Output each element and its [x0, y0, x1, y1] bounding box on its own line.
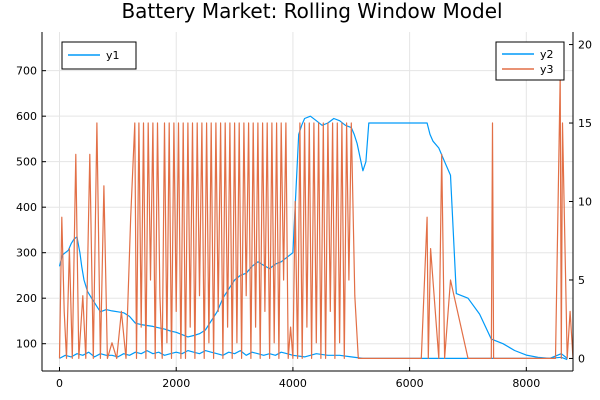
legend-label-y3: y3 [540, 63, 554, 76]
y-left-tick-label: 700 [16, 65, 37, 78]
grid [42, 32, 573, 371]
x-tick-label: 6000 [396, 377, 424, 390]
y-right-tick-label: 20 [578, 39, 592, 52]
legend-label-y1: y1 [106, 49, 120, 62]
y-right-tick-label: 5 [578, 274, 585, 287]
y-left-tick-label: 100 [16, 338, 37, 351]
legend-left: y1 [61, 41, 137, 70]
series-layer [58, 75, 573, 361]
plot-area [58, 75, 573, 361]
legend-label-y2: y2 [540, 48, 554, 61]
chart-title: Battery Market: Rolling Window Model [121, 0, 502, 23]
legend-box-right [495, 41, 565, 81]
y-left-tick-label: 600 [16, 110, 37, 123]
y-right-tick-label: 15 [578, 117, 592, 130]
x-tick-label: 0 [56, 377, 63, 390]
x-tick-label: 8000 [512, 377, 540, 390]
x-tick-label: 2000 [162, 377, 190, 390]
y-left-tick-label: 200 [16, 292, 37, 305]
series-line-y3 [58, 75, 573, 359]
y-left-tick-label: 400 [16, 201, 37, 214]
y-left-tick-label: 500 [16, 156, 37, 169]
x-tick-label: 4000 [279, 377, 307, 390]
y-left-tick-label: 300 [16, 247, 37, 260]
y-right-tick-label: 10 [578, 196, 592, 209]
series-line-y2 [59, 350, 568, 359]
y-right-tick-label: 0 [578, 352, 585, 365]
axes: 0 2000 4000 6000 8000 100 200 300 400 500 600 700 0 5… [16, 32, 592, 390]
